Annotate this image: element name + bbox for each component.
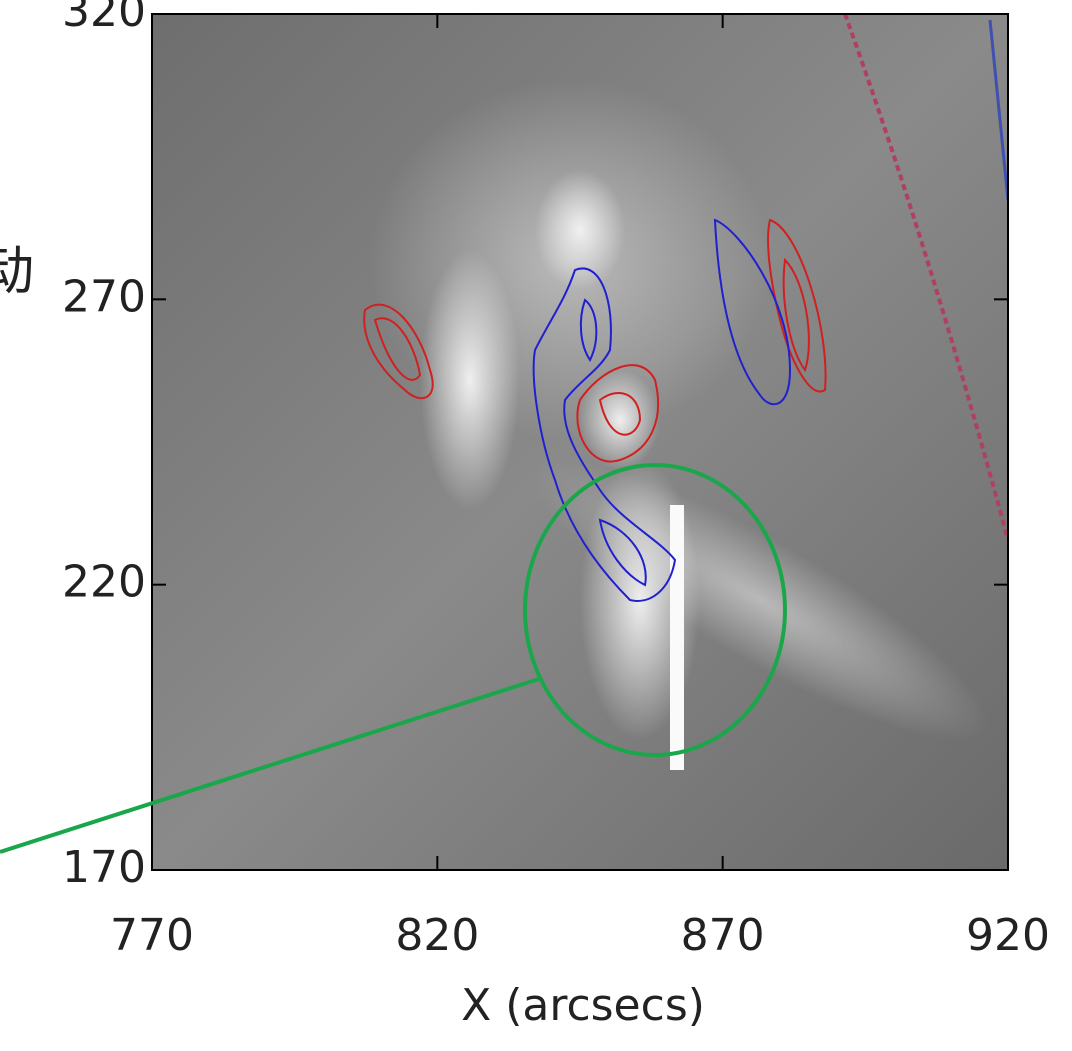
x-tick-label: 870: [681, 910, 765, 961]
solar-image: [152, 14, 1015, 870]
annotation: 动: [0, 242, 34, 302]
x-tick-label: 770: [110, 910, 194, 961]
x-tick-label: 920: [966, 910, 1050, 961]
x-tick-label: 820: [395, 910, 479, 961]
y-tick-label: 270: [62, 271, 146, 322]
x-axis-label: X (arcsecs): [461, 980, 705, 1031]
figure: 动 X (arcsecs) 770 820 870 920 170 220 270 320: [0, 0, 1072, 1051]
y-tick-label: 320: [62, 0, 146, 37]
y-tick-label: 220: [62, 557, 146, 608]
y-tick-label: 170: [62, 842, 146, 893]
